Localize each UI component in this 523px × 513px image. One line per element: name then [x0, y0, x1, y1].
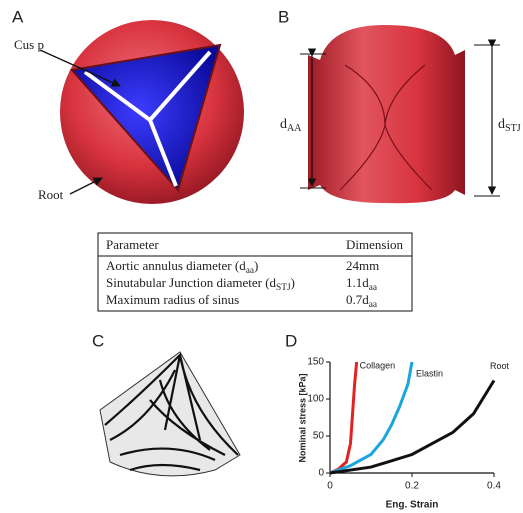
y-tick-label: 0 — [318, 468, 324, 479]
subscript: STJ — [276, 283, 291, 293]
text-part: d — [280, 117, 287, 132]
text-part: 24mm — [346, 258, 379, 273]
arrow — [70, 178, 102, 194]
text-part: d — [498, 117, 505, 132]
panel-label: D — [285, 331, 297, 350]
table-cell: Sinutabular Junction diameter (dSTJ) — [106, 275, 295, 293]
y-tick-label: 100 — [307, 394, 324, 405]
figure: A Cus p Root B C D Eng. Strain Nominal s… — [0, 0, 523, 513]
x-tick-label: 0 — [327, 481, 333, 492]
x-tick-label: 0.2 — [405, 481, 419, 492]
subscript: AA — [287, 123, 302, 134]
table-cell: 1.1daa — [346, 275, 378, 293]
panel-b: B — [278, 7, 500, 203]
panel-label: A — [12, 7, 24, 26]
panel-c: C — [92, 331, 240, 475]
annotation: Root — [38, 187, 64, 202]
series-label: Root — [490, 361, 510, 371]
subscript: aa — [369, 300, 378, 310]
text-part: ) — [291, 275, 295, 290]
x-tick-label: 0.4 — [487, 481, 501, 492]
panel-label: B — [278, 7, 289, 26]
table-cell: Maximum radius of sinus — [106, 292, 239, 307]
series-line — [330, 362, 357, 473]
y-axis-label: Nominal stress [kPa] — [297, 373, 307, 462]
y-tick-label: 50 — [313, 431, 325, 442]
series-line — [330, 362, 412, 473]
text-part: 0.7d — [346, 292, 369, 307]
root-render — [308, 25, 465, 203]
table-header: Dimension — [346, 237, 404, 252]
table-header: Parameter — [106, 237, 159, 252]
subscript: STJ — [505, 123, 521, 134]
table-cell: 0.7daa — [346, 292, 378, 310]
cusp-render — [100, 352, 240, 476]
panel-a: A Cus p Root — [12, 7, 244, 204]
subscript: aa — [369, 283, 378, 293]
dimension-label: dAA — [280, 117, 302, 134]
series-label: Elastin — [416, 368, 443, 378]
text-part: Aortic annulus diameter (d — [106, 258, 246, 273]
annotation: Cus p — [14, 37, 44, 52]
text-part: Maximum radius of sinus — [106, 292, 239, 307]
dimension-label: dSTJ — [498, 117, 521, 134]
table-cell: 24mm — [346, 258, 379, 273]
table-cell: Aortic annulus diameter (daa) — [106, 258, 258, 276]
x-axis-label: Eng. Strain — [386, 500, 439, 511]
text-part: Sinutabular Junction diameter (d — [106, 275, 277, 290]
text-part: ) — [254, 258, 258, 273]
series-label: Collagen — [360, 360, 396, 370]
text-part: 1.1d — [346, 275, 369, 290]
panel-label: C — [92, 331, 104, 350]
y-tick-label: 150 — [307, 357, 324, 368]
